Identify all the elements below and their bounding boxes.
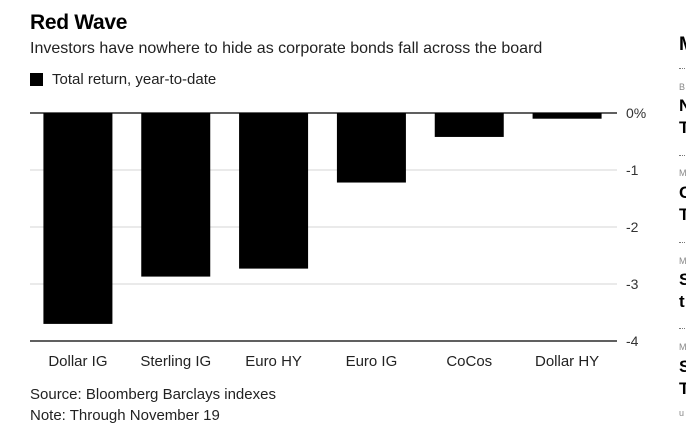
chart-subtitle: Investors have nowhere to hide as corpor… xyxy=(30,40,543,57)
sidebar-story-headline[interactable]: C xyxy=(679,183,686,202)
y-tick-label: -1 xyxy=(626,162,639,178)
sidebar-divider xyxy=(679,68,686,69)
sidebar-story-headline[interactable]: S xyxy=(679,357,686,376)
x-tick-label: Euro HY xyxy=(245,353,302,370)
sidebar-divider xyxy=(679,242,686,243)
y-tick-label: -3 xyxy=(626,276,639,292)
x-tick-label: Euro IG xyxy=(346,353,398,370)
chart-title: Red Wave xyxy=(30,11,128,34)
legend-label: Total return, year-to-date xyxy=(52,71,217,88)
bar[interactable] xyxy=(532,113,602,119)
bar[interactable] xyxy=(336,113,406,183)
sidebar-story-headline[interactable]: T xyxy=(679,118,686,137)
bar[interactable] xyxy=(239,113,309,269)
sidebar-story-headline[interactable]: T xyxy=(679,379,686,398)
x-tick-label: Dollar IG xyxy=(48,353,107,370)
footnote: Note: Through November 19 xyxy=(30,407,220,424)
sidebar-story-kicker[interactable]: M xyxy=(679,168,686,178)
bar-chart: 0% -1 -2 -3 -4 Dollar IG Sterling IG Euro HY Eur… xyxy=(30,105,646,370)
y-tick-label: -4 xyxy=(626,333,639,349)
sidebar-story-kicker[interactable]: M xyxy=(679,342,686,352)
y-tick-label: 0% xyxy=(626,105,646,121)
y-tick-label: -2 xyxy=(626,219,639,235)
source-note: Source: Bloomberg Barclays indexes xyxy=(30,386,276,403)
sidebar-story-headline[interactable]: T xyxy=(679,205,686,224)
sidebar-story-kicker[interactable]: u xyxy=(679,408,685,418)
sidebar-story-headline[interactable]: N xyxy=(679,96,686,115)
sidebar-story-headline[interactable]: S xyxy=(679,270,686,289)
bar[interactable] xyxy=(141,113,211,277)
sidebar-story-kicker[interactable]: B xyxy=(679,82,686,92)
sidebar-related-stories: M B N T M C T M S t M S T u xyxy=(676,0,686,443)
sidebar-divider xyxy=(679,155,686,156)
bar[interactable] xyxy=(43,113,113,324)
sidebar-story-headline[interactable]: t xyxy=(679,292,685,311)
sidebar-heading: M xyxy=(679,34,686,56)
x-tick-label: Sterling IG xyxy=(140,353,211,370)
sidebar-divider xyxy=(679,328,686,329)
x-tick-label: Dollar HY xyxy=(535,353,599,370)
legend-swatch xyxy=(30,73,43,86)
x-tick-label: CoCos xyxy=(446,353,492,370)
sidebar-story-kicker[interactable]: M xyxy=(679,256,686,266)
bar[interactable] xyxy=(434,113,504,137)
legend: Total return, year-to-date xyxy=(30,71,216,88)
